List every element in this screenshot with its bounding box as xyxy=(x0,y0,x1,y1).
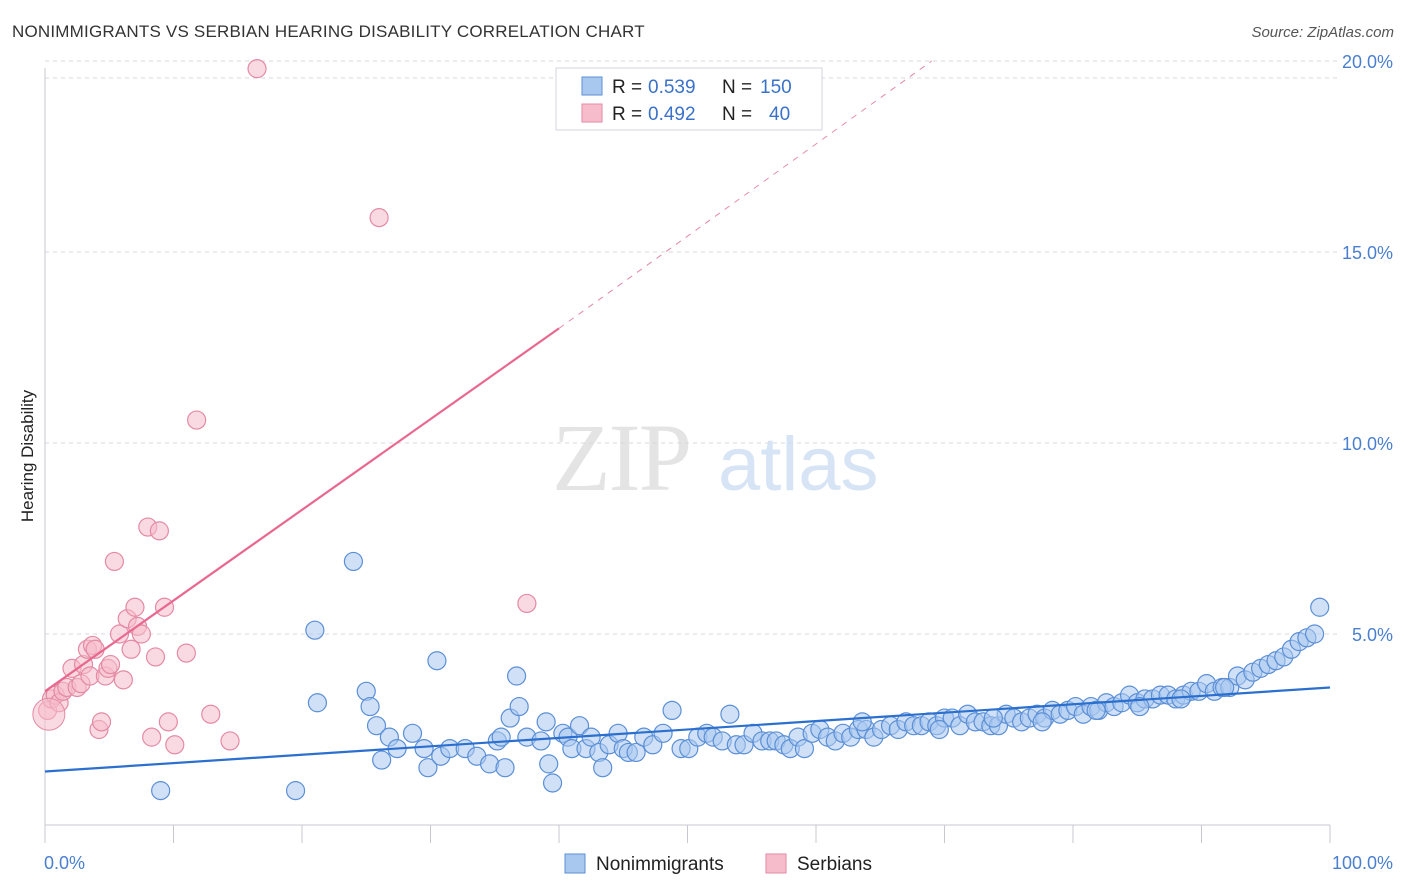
nonimmigrants-point-14 xyxy=(427,651,447,671)
y-tick-label-10: 10.0% xyxy=(1342,434,1393,454)
legend-r-value-1: 0.539 xyxy=(648,77,696,98)
legend-n-value-2: 40 xyxy=(769,104,790,125)
serbians-point-23 xyxy=(121,639,141,659)
serbians-point-29 xyxy=(145,647,166,667)
serbians-point-33 xyxy=(165,735,185,755)
y-tick-label-5: 5.0% xyxy=(1352,625,1393,645)
series-serbians xyxy=(32,59,537,755)
nonimmigrants-point-134 xyxy=(983,708,1003,728)
watermark-atlas: atlas xyxy=(718,422,879,507)
watermark-zip: ZIP xyxy=(552,404,690,511)
x-tick-label-0: 0.0% xyxy=(44,853,85,873)
serbians-point-19 xyxy=(104,551,124,572)
nonimmigrants-point-28 xyxy=(536,712,556,732)
watermark: ZIP atlas xyxy=(552,404,879,511)
nonimmigrants-point-47 xyxy=(662,700,682,721)
nonimmigrants-point-4 xyxy=(343,551,363,572)
serbians-point-28 xyxy=(142,727,162,747)
nonimmigrants-point-139 xyxy=(1215,677,1235,698)
y-tick-labels: 5.0% 10.0% 15.0% 20.0% xyxy=(1342,52,1393,645)
trend-nonimmigrants xyxy=(44,686,1331,773)
legend-n-label-1: N = xyxy=(722,77,752,98)
legend-r-value-2: 0.492 xyxy=(648,104,696,125)
serbians-point-21 xyxy=(113,670,133,690)
legend-r-label-1: R = xyxy=(612,77,642,98)
serbians-point-18 xyxy=(100,654,121,675)
legend-n-label-2: N = xyxy=(722,104,752,125)
nonimmigrants-point-25 xyxy=(509,696,529,717)
x-tick-label-100: 100.0% xyxy=(1332,853,1393,873)
nonimmigrants-point-130 xyxy=(1304,624,1325,644)
nonimmigrants-point-13 xyxy=(418,758,438,778)
nonimmigrants-point-30 xyxy=(542,773,563,793)
legend-r-label-2: R = xyxy=(612,104,642,125)
bottom-legend-swatch-serbians xyxy=(765,853,787,874)
serbians-point-large xyxy=(32,697,66,731)
nonimmigrants-point-132 xyxy=(852,712,872,732)
serbians-point-40 xyxy=(517,593,537,614)
nonimmigrants-point-54 xyxy=(720,704,740,724)
nonimmigrants-point-24 xyxy=(506,666,527,686)
nonimmigrants-point-38 xyxy=(593,758,613,778)
chart-title: NONIMMIGRANTS VS SERBIAN HEARING DISABIL… xyxy=(12,22,645,41)
nonimmigrants-point-131 xyxy=(1310,597,1330,617)
bottom-legend-serbians: Serbians xyxy=(797,854,872,875)
nonimmigrants-point-12 xyxy=(414,738,434,759)
serbians-point-26 xyxy=(131,624,151,644)
bottom-legend-nonimmigrants: Nonimmigrants xyxy=(596,854,724,875)
trend-lines xyxy=(44,60,1331,773)
nonimmigrants-point-2 xyxy=(305,620,325,640)
nonimmigrants-point-0 xyxy=(151,781,171,801)
serbians-point-30 xyxy=(149,521,169,541)
chart-source: Source: ZipAtlas.com xyxy=(1251,24,1394,41)
trend-serbians-extension xyxy=(558,60,932,329)
series-nonimmigrants xyxy=(151,551,1330,801)
nonimmigrants-point-6 xyxy=(360,696,380,717)
series-legend: Nonimmigrants Serbians xyxy=(564,853,872,875)
serbians-point-35 xyxy=(187,410,207,430)
trend-serbians xyxy=(44,327,560,693)
serbians-point-24 xyxy=(125,597,145,617)
nonimmigrants-point-29 xyxy=(539,754,559,774)
serbians-point-37 xyxy=(220,731,240,751)
nonimmigrants-point-22 xyxy=(495,758,515,778)
nonimmigrants-point-135 xyxy=(1032,712,1052,732)
serbians-point-32 xyxy=(158,712,178,732)
legend-swatch-serbians xyxy=(581,103,603,123)
nonimmigrants-point-11 xyxy=(402,723,423,743)
nonimmigrants-point-34 xyxy=(569,716,590,736)
nonimmigrants-point-1 xyxy=(285,781,306,801)
nonimmigrants-point-137 xyxy=(1130,696,1150,717)
y-axis-label: Hearing Disability xyxy=(18,389,37,522)
serbians-point-15 xyxy=(91,712,112,732)
serbians-point-38 xyxy=(247,59,267,79)
nonimmigrants-point-7 xyxy=(366,716,387,736)
nonimmigrants-point-138 xyxy=(1171,689,1191,709)
nonimmigrants-point-136 xyxy=(1086,700,1106,721)
bottom-legend-swatch-nonimmigrants xyxy=(564,853,586,874)
nonimmigrants-point-8 xyxy=(372,750,392,770)
serbians-point-39 xyxy=(369,208,389,228)
correlation-legend: R = 0.539 N = 150 R = 0.492 N = 40 xyxy=(555,67,823,131)
nonimmigrants-point-3 xyxy=(307,693,328,713)
nonimmigrants-point-21 xyxy=(491,727,511,747)
nonimmigrants-point-27 xyxy=(531,731,551,751)
serbians-point-34 xyxy=(176,643,196,663)
y-tick-label-15: 15.0% xyxy=(1342,243,1393,263)
nonimmigrants-point-46 xyxy=(653,723,673,743)
serbians-point-20 xyxy=(109,624,130,644)
x-axis-ticks xyxy=(44,825,1331,843)
nonimmigrants-point-43 xyxy=(626,742,646,763)
legend-n-value-1: 150 xyxy=(760,77,792,98)
legend-swatch-nonimmigrants xyxy=(581,76,603,96)
y-tick-label-20: 20.0% xyxy=(1342,52,1393,72)
gridlines xyxy=(45,60,1340,635)
nonimmigrants-point-64 xyxy=(794,738,815,759)
nonimmigrants-point-133 xyxy=(929,719,949,740)
serbians-point-36 xyxy=(201,704,221,724)
